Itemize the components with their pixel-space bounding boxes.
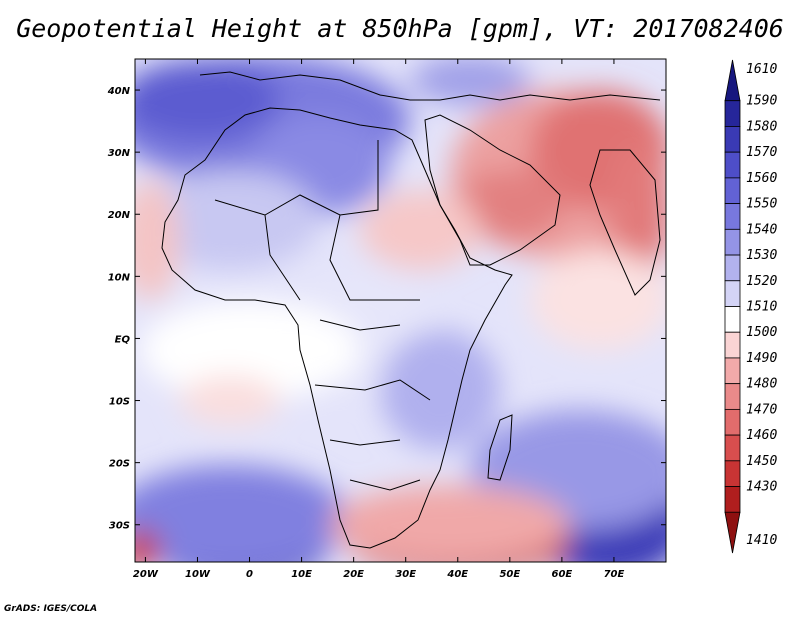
colorbar-label: 1480 [746, 377, 777, 392]
colorbar-swatch [724, 177, 741, 205]
height-field [135, 59, 666, 562]
colorbar-swatch [724, 254, 741, 282]
colorbar-label: 1550 [746, 197, 777, 212]
colorbar-label: 1500 [746, 325, 777, 340]
lat-tick-label: 40N [107, 86, 131, 97]
internal-borders [214, 140, 431, 491]
colorbar-swatch [724, 408, 741, 436]
lon-tick-label: 40E [446, 569, 468, 580]
lon-tick-label: 20W [133, 569, 159, 580]
colorbar-label: 1530 [746, 248, 777, 263]
grads-credit: GrADS: IGES/COLA [4, 604, 98, 614]
india-coastline [589, 149, 661, 296]
colorbar-label: 1490 [746, 351, 777, 366]
colorbar-swatch [724, 228, 741, 256]
lat-tick-label: 10N [108, 272, 131, 283]
colorbar-label: 1430 [746, 480, 777, 495]
lat-tick-label: EQ [115, 334, 131, 345]
lon-tick-label: 10E [291, 569, 312, 580]
colorbar-swatch [724, 486, 741, 513]
colorbar-label: 1450 [746, 454, 777, 469]
lon-tick-label: 60E [552, 569, 573, 580]
colorbar-swatch [724, 331, 741, 359]
colorbar-swatch [724, 59, 741, 102]
coastlines [161, 71, 661, 549]
colorbar-swatch [724, 383, 741, 410]
colorbar-swatch [724, 306, 741, 333]
longitude-axis: 20W 10W 0 10E 20E 30E 40E 50E 60E 70E [133, 59, 625, 580]
colorbar-swatch [724, 280, 741, 307]
colorbar-swatch [724, 126, 741, 153]
africa-coastline [161, 107, 513, 549]
colorbar-label: 1610 [746, 62, 777, 77]
colorbar-swatch [724, 511, 741, 554]
lat-tick-label: 20S [109, 459, 130, 470]
lon-tick-label: 20E [343, 569, 364, 580]
colorbar-label: 1590 [746, 94, 777, 109]
colorbar-swatch [724, 460, 741, 487]
colorbar-label: 1560 [746, 171, 777, 186]
lon-tick-label: 30E [395, 569, 416, 580]
lat-tick-label: 30S [109, 521, 130, 532]
colorbar-label: 1460 [746, 428, 777, 443]
latitude-axis: 40N 30N 20N 10N EQ 10S 20S 30S [107, 86, 666, 532]
lon-tick-label: 70E [604, 569, 625, 580]
colorbar-label: 1410 [746, 533, 777, 548]
lat-tick-label: 20N [108, 210, 131, 221]
colorbar-label: 1570 [746, 145, 777, 160]
colorbar-label: 1510 [746, 300, 777, 315]
colorbar-swatch [724, 100, 741, 127]
colorbar-swatch [724, 434, 741, 462]
map-frame [134, 58, 667, 563]
colorbar-label: 1520 [746, 274, 777, 289]
lon-tick-label: 10W [185, 569, 211, 580]
arabia-coastline [424, 114, 561, 266]
lon-tick-label: 0 [246, 569, 253, 580]
lat-tick-label: 10S [109, 397, 130, 408]
colorbar-swatch [724, 203, 741, 230]
lat-tick-label: 30N [108, 148, 131, 159]
colorbar-label: 1470 [746, 402, 777, 417]
madagascar-coastline [487, 414, 513, 481]
colorbar-label: 1540 [746, 222, 777, 237]
lon-tick-label: 50E [499, 569, 520, 580]
europe-coastline [199, 71, 661, 101]
map-title: Geopotential Height at 850hPa [gpm], VT:… [16, 14, 784, 43]
colorbar-swatch [724, 357, 741, 385]
colorbar-swatch [724, 151, 741, 179]
colorbar: 1610 1590 1580 1570 1560 1550 1540 1530 1520 1510… [724, 59, 777, 554]
colorbar-label: 1580 [746, 119, 777, 134]
